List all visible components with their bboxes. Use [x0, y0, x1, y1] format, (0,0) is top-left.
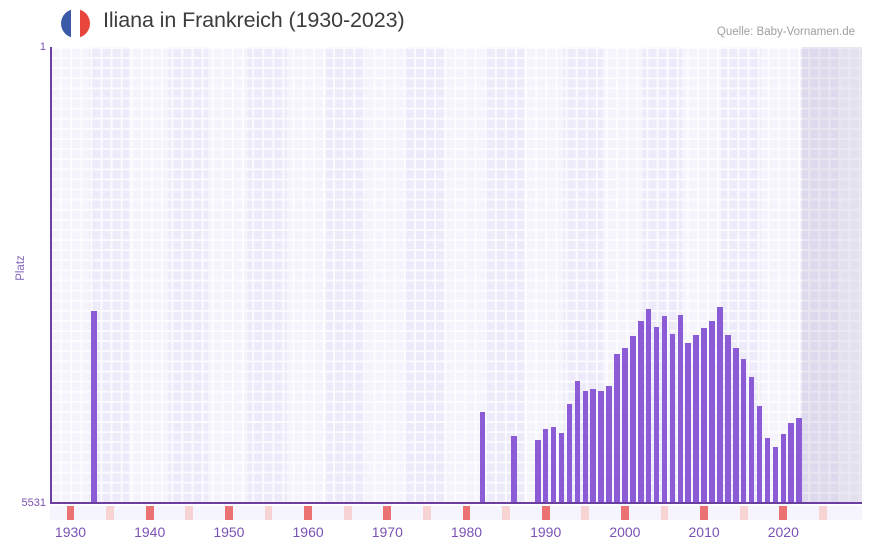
chart-header: Iliana in Frankreich (1930-2023) Quelle:… [0, 0, 873, 46]
axis-marker-1930 [66, 506, 75, 520]
bar-2017[interactable] [756, 406, 763, 504]
bar-2001[interactable] [630, 336, 636, 504]
x-tick-label-1980: 1980 [450, 524, 483, 540]
bar-1991[interactable] [550, 427, 557, 504]
axis-marker-1950 [225, 506, 233, 520]
axis-marker-1970 [383, 506, 392, 520]
axis-marker-1955 [264, 506, 273, 520]
axis-marker-2000 [621, 506, 629, 520]
x-tick-label-1990: 1990 [530, 524, 562, 540]
x-axis-marker-band [50, 506, 862, 520]
bar-2011[interactable] [709, 321, 715, 504]
bar-2008[interactable] [685, 343, 692, 504]
bar-1997[interactable] [598, 391, 604, 504]
bar-1998[interactable] [606, 386, 612, 504]
y-axis: 1 5531 Platz [0, 0, 46, 552]
bar-1995[interactable] [582, 391, 589, 504]
axis-marker-2020 [779, 506, 788, 520]
axis-marker-1960 [304, 506, 312, 520]
bar-2022[interactable] [796, 418, 802, 504]
axis-marker-1980 [462, 506, 471, 520]
france-flag-icon [61, 9, 90, 38]
bar-2006[interactable] [669, 334, 676, 504]
axis-marker-1975 [423, 506, 431, 520]
axis-marker-2010 [700, 506, 708, 520]
bar-2018[interactable] [764, 438, 771, 504]
bar-2021[interactable] [788, 423, 794, 504]
bar-1996[interactable] [590, 389, 596, 504]
axis-marker-2025 [819, 506, 827, 520]
bar-1982[interactable] [479, 412, 486, 504]
plot-area [50, 47, 862, 504]
axis-marker-2005 [660, 506, 669, 520]
bar-1933[interactable] [91, 311, 98, 504]
bar-2016[interactable] [748, 377, 755, 504]
bar-1999[interactable] [614, 354, 620, 504]
bar-1993[interactable] [566, 404, 573, 504]
bar-1992[interactable] [558, 433, 565, 504]
x-tick-label-1970: 1970 [371, 524, 403, 540]
x-tick-label-2020: 2020 [767, 524, 799, 540]
x-tick-label-1940: 1940 [134, 524, 166, 540]
axis-marker-1985 [502, 506, 510, 520]
bar-2002[interactable] [637, 321, 644, 504]
axis-marker-1945 [185, 506, 194, 520]
y-axis-line [50, 47, 52, 504]
source-attribution: Quelle: Baby-Vornamen.de [716, 26, 855, 38]
bar-2007[interactable] [677, 315, 684, 504]
axis-marker-1990 [541, 506, 550, 520]
bar-2013[interactable] [725, 335, 731, 504]
y-axis-title: Platz [15, 255, 27, 281]
flag-band-white [70, 9, 81, 38]
bar-2010[interactable] [701, 328, 707, 504]
bar-2003[interactable] [645, 309, 652, 504]
x-tick-label-1930: 1930 [54, 524, 87, 540]
axis-marker-2015 [739, 506, 748, 520]
bar-2015[interactable] [740, 359, 747, 504]
bar-1986[interactable] [511, 436, 517, 504]
bar-1994[interactable] [574, 381, 581, 504]
bar-1990[interactable] [542, 429, 549, 504]
x-tick-label-2000: 2000 [609, 524, 641, 540]
x-axis-tick-labels: 1930 1940 1950 1960 1970 1980 1990 2000 2010 2020 [0, 524, 873, 548]
bar-2012[interactable] [717, 307, 723, 504]
axis-marker-1940 [145, 506, 154, 520]
bar-2004[interactable] [653, 327, 660, 504]
axis-marker-1935 [106, 506, 114, 520]
bar-2020[interactable] [780, 434, 787, 504]
flag-band-red [80, 9, 90, 38]
x-tick-label-1960: 1960 [292, 524, 324, 540]
bar-1989[interactable] [534, 440, 541, 504]
chart-title: Iliana in Frankreich (1930-2023) [103, 8, 405, 32]
y-axis-tick-top: 1 [39, 41, 46, 53]
bar-2019[interactable] [772, 447, 779, 504]
axis-marker-1995 [581, 506, 590, 520]
x-tick-label-2010: 2010 [688, 524, 720, 540]
x-axis-line [50, 502, 862, 504]
axis-marker-1965 [343, 506, 352, 520]
y-axis-tick-bottom: 5531 [21, 497, 46, 509]
bar-2009[interactable] [693, 335, 699, 504]
bar-2005[interactable] [661, 316, 668, 504]
flag-band-blue [61, 9, 71, 38]
bar-2000[interactable] [622, 348, 628, 504]
bar-2014[interactable] [732, 348, 739, 504]
x-tick-label-1950: 1950 [213, 524, 245, 540]
